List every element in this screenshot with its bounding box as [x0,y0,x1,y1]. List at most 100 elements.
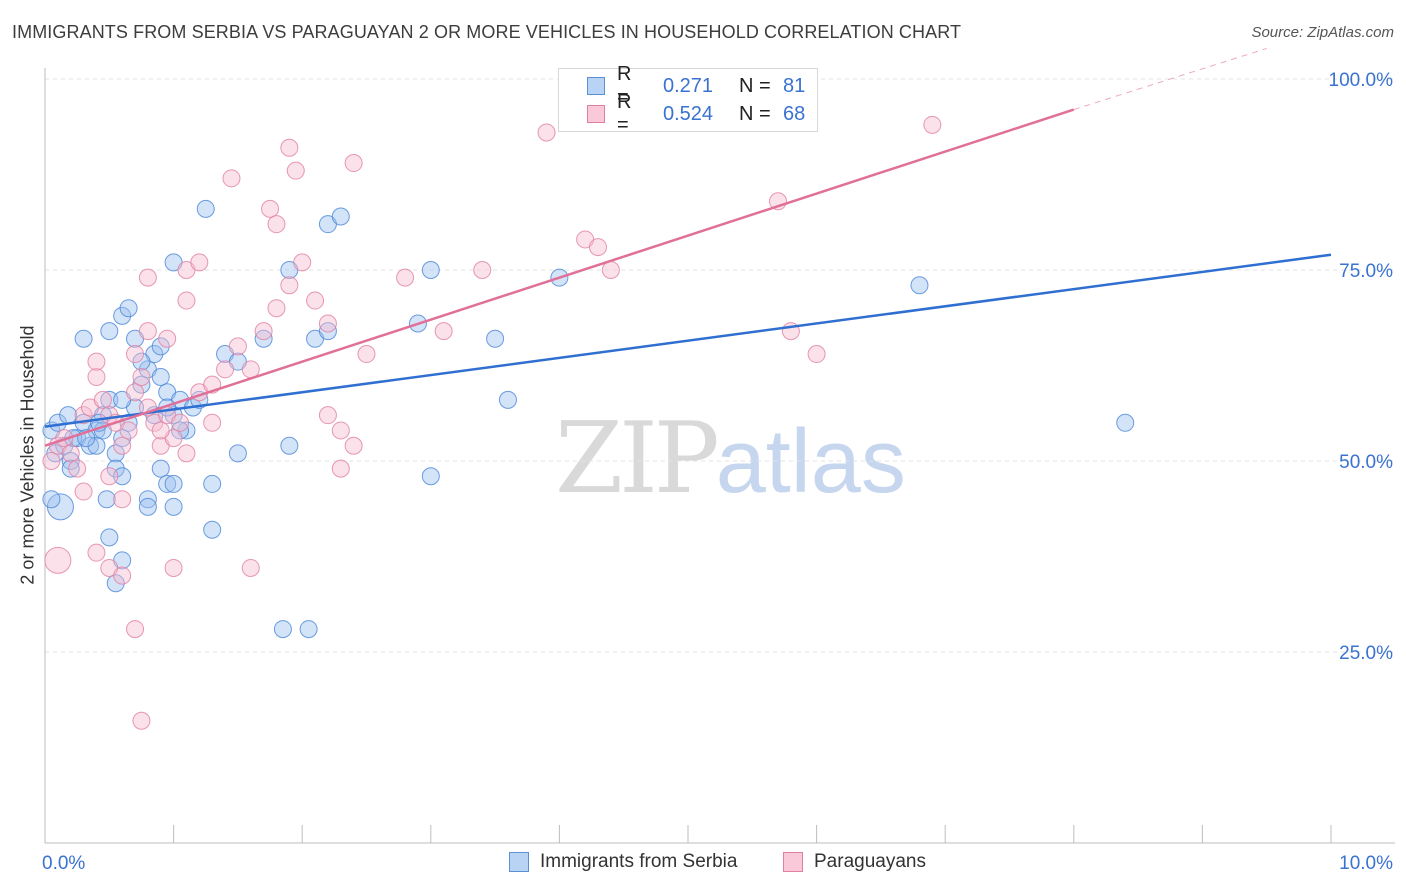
point-serbia [132,352,151,371]
point-serbia [106,574,125,593]
legend-r-value: 0.524 [663,102,714,125]
point-paraguayans [74,482,93,501]
point-paraguayans [331,459,350,478]
y-tick-label: 75.0% [1339,261,1393,282]
point-serbia [97,490,116,509]
point-paraguayans [93,390,112,409]
point-serbia [1116,413,1135,432]
legend-n-label: N = [739,74,771,97]
point-paraguayans [306,291,325,310]
point-paraguayans [119,421,138,440]
point-paraguayans [537,123,556,142]
point-serbia [42,490,61,509]
point-paraguayans [87,367,106,386]
x-tick-label: 0.0% [42,853,85,874]
point-paraguayans [126,383,145,402]
point-paraguayans [267,299,286,318]
point-paraguayans [331,421,350,440]
point-paraguayans [396,268,415,287]
chart-title: IMMIGRANTS FROM SERBIA VS PARAGUAYAN 2 O… [12,22,962,42]
point-serbia [280,436,299,455]
legend-row-paraguayans: R = 0.524 N = 68 [587,91,805,136]
bottom-legend-paraguayans: Paraguayans [783,851,926,873]
point-paraguayans [473,261,492,279]
point-serbia [299,620,318,639]
point-paraguayans [126,620,145,639]
legend-swatch-serbia [587,77,605,95]
point-serbia [61,459,80,478]
point-paraguayans [158,329,177,348]
point-serbia [61,452,80,470]
point-paraguayans [344,154,363,173]
point-paraguayans [177,444,196,463]
point-paraguayans [807,345,826,364]
point-paraguayans [87,543,106,562]
legend-n-value: 81 [783,74,806,97]
point-serbia [100,528,119,547]
bottom-legend-serbia: Immigrants from Serbia [509,851,737,873]
point-serbia [203,474,222,493]
bottom-legend-label-paraguayans: Paraguayans [814,851,926,872]
point-serbia [421,261,440,279]
point-paraguayans [318,406,337,425]
point-serbia [486,329,505,348]
watermark-atlas: atlas [715,412,906,512]
point-paraguayans [151,421,170,440]
point-paraguayans [44,546,72,574]
y-tick-label: 25.0% [1339,643,1393,664]
point-paraguayans [55,429,74,448]
point-paraguayans [357,345,376,364]
point-serbia [151,367,170,386]
point-serbia [113,429,132,448]
point-serbia [158,474,177,493]
legend-r-label: R = [617,91,632,136]
y-tick-label: 50.0% [1339,452,1393,473]
point-paraguayans [267,215,286,234]
point-paraguayans [280,276,299,295]
point-paraguayans [42,452,61,470]
point-paraguayans [132,711,151,730]
point-serbia [100,390,119,409]
point-paraguayans [138,268,157,287]
point-serbia [331,207,350,226]
point-paraguayans [100,467,119,486]
point-serbia [254,329,273,348]
point-serbia [228,444,247,463]
point-paraguayans [132,367,151,386]
watermark-zip: ZIP [555,402,720,516]
point-serbia [119,299,138,318]
bottom-legend-label-serbia: Immigrants from Serbia [540,851,738,872]
point-paraguayans [126,345,145,364]
point-paraguayans [177,291,196,310]
point-serbia [138,497,157,516]
point-serbia [164,474,183,493]
point-paraguayans [293,253,312,272]
point-paraguayans [138,322,157,341]
source-label: Source: ZipAtlas.com [1251,24,1394,41]
point-serbia [151,337,170,356]
point-paraguayans [228,337,247,356]
point-serbia [421,467,440,486]
point-paraguayans [171,413,190,432]
point-serbia [106,444,125,463]
point-paraguayans [87,352,106,371]
point-paraguayans [164,558,183,577]
bottom-legend-swatch-paraguayans [783,852,803,872]
bottom-legend-swatch-serbia [509,852,529,872]
point-serbia [106,459,125,478]
point-serbia [132,375,151,394]
legend-row-serbia: R = 0.271 N = 81 [587,63,806,108]
point-serbia [74,329,93,348]
y-axis-label: 2 or more Vehicles in Household [17,325,38,585]
point-serbia [318,322,337,341]
trendline-extension-paraguayans [1073,47,1267,111]
point-paraguayans [588,238,607,257]
y-tick-label: 100.0% [1329,70,1394,91]
point-paraguayans [241,558,260,577]
point-paraguayans [113,566,132,585]
point-paraguayans [261,199,280,218]
point-paraguayans [61,444,80,463]
point-serbia [171,421,190,440]
point-paraguayans [203,413,222,432]
